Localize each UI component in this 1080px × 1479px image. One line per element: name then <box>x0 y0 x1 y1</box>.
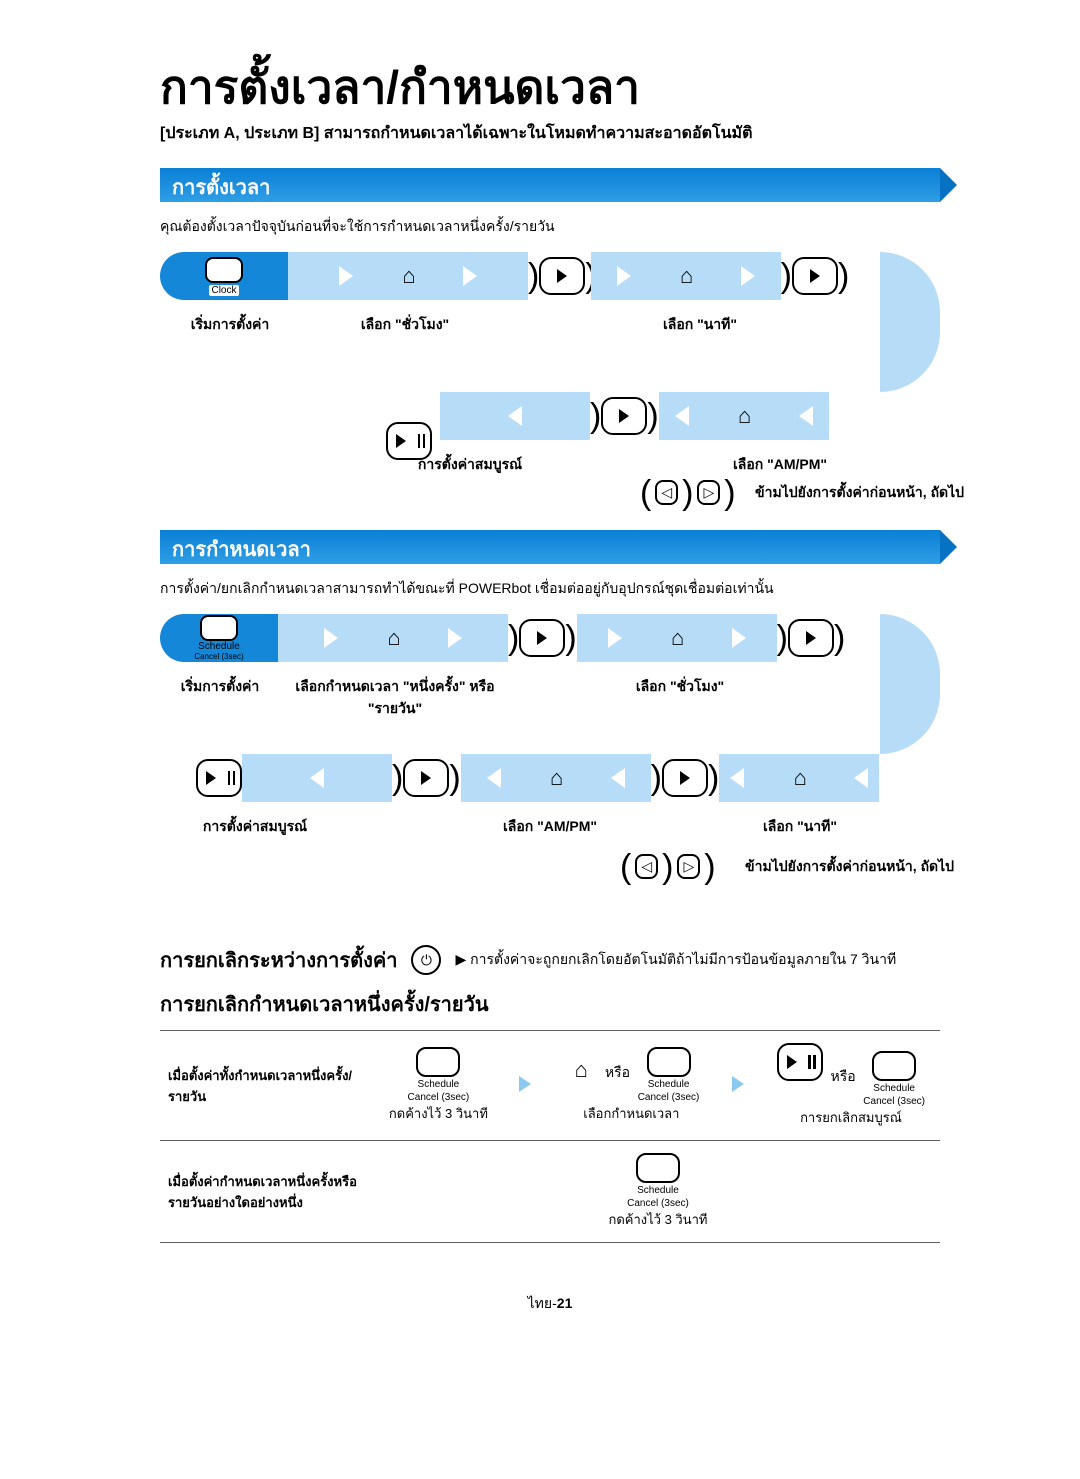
schedule-button[interactable]: Schedule Cancel (3sec) <box>863 1051 925 1107</box>
schedule-button[interactable]: Schedule Cancel (3sec) <box>627 1153 689 1209</box>
clock-desc: คุณต้องตั้งเวลาปัจจุบันก่อนที่จะใช้การกำ… <box>160 216 940 238</box>
updown-icon: ⌂ <box>391 265 425 287</box>
schedule-button[interactable]: Schedule Cancel (3sec) <box>408 1047 470 1103</box>
cancel-desc-text: การตั้งค่าจะถูกยกเลิกโดยอัตโนมัติถ้าไม่ม… <box>470 951 896 967</box>
cancel-title: การยกเลิกระหว่างการตั้งค่า <box>160 944 397 976</box>
arrow-icon <box>799 406 813 426</box>
clock-step-ampm: เลือก "AM/PM" <box>680 454 880 476</box>
section-label-clock: การตั้งเวลา <box>172 171 270 203</box>
page-title: การตั้งเวลา/กำหนดเวลา <box>160 60 940 115</box>
play-button[interactable] <box>539 257 585 295</box>
cancel-desc-prefix: ▶ <box>455 951 466 967</box>
play-button[interactable] <box>601 397 647 435</box>
page: การตั้งเวลา/กำหนดเวลา [ประเภท A, ประเภท … <box>100 0 980 1355</box>
section-label-schedule: การกำหนดเวลา <box>172 533 311 565</box>
cancel-desc: ▶ การตั้งค่าจะถูกยกเลิกโดยอัตโนมัติถ้าไม… <box>455 949 940 971</box>
updown-icon: ⌂ <box>563 1059 597 1081</box>
schedule-desc: การตั้งค่า/ยกเลิกกำหนดเวลาสามารถทำได้ขณะ… <box>160 578 940 600</box>
schedule-step-start: เริ่มการตั้งค่า <box>160 676 280 720</box>
updown-icon: ⌂ <box>660 627 694 649</box>
schedule-button[interactable]: Schedule Cancel (3sec) <box>638 1047 700 1103</box>
cancel-row1-c1-text: กดค้างไว้ 3 วินาที <box>389 1106 488 1121</box>
cancel-bar: การยกเลิกระหว่างการตั้งค่า ⏻ ▶ การตั้งค่… <box>160 944 940 976</box>
schedule-step-mode: เลือกกำหนดเวลา "หนึ่งครั้ง" หรือ "รายวัน… <box>280 676 510 720</box>
updown-icon: ⌂ <box>727 405 761 427</box>
schedule-step-hour: เลือก "ชั่วโมง" <box>580 676 780 720</box>
play-pause-button[interactable] <box>777 1043 823 1081</box>
section-bar-schedule: การกำหนดเวลา <box>160 530 940 564</box>
clock-step-minute: เลือก "นาที" <box>600 314 800 336</box>
cancel-row2-c1: Schedule Cancel (3sec) กดค้างไว้ 3 วินาท… <box>376 1141 940 1243</box>
prev-next-icon: (◁ )▷) <box>640 480 736 505</box>
arrow-icon <box>675 406 689 426</box>
table-row: เมื่อตั้งค่ากำหนดเวลาหนึ่งครั้งหรือรายวั… <box>160 1141 940 1243</box>
table-row: เมื่อตั้งค่าทั้งกำหนดเวลาหนึ่งครั้ง/รายว… <box>160 1031 940 1141</box>
clock-start-button[interactable]: Clock <box>160 252 288 300</box>
cancel-row2-c1-text: กดค้างไว้ 3 วินาที <box>608 1212 707 1227</box>
page-footer: ไทย-21 <box>160 1293 940 1315</box>
updown-icon: ⌂ <box>539 767 573 789</box>
cancel-row1-c1: Schedule Cancel (3sec) กดค้างไว้ 3 วินาท… <box>376 1031 501 1141</box>
updown-icon: ⌂ <box>782 767 816 789</box>
arrow-icon <box>608 628 622 648</box>
cancel-row1-c2: ⌂ หรือ Schedule Cancel (3sec) เลือกกำหนด… <box>549 1031 714 1141</box>
section-bar-clock: การตั้งเวลา <box>160 168 940 202</box>
schedule-icon-label: Schedule <box>198 641 240 652</box>
cancel-row1-c3-text: การยกเลิกสมบูรณ์ <box>800 1110 902 1125</box>
arrow-icon <box>611 768 625 788</box>
cancel-row1-head: เมื่อตั้งค่าทั้งกำหนดเวลาหนึ่งครั้ง/รายว… <box>160 1031 376 1141</box>
cancel-subtitle: การยกเลิกกำหนดเวลาหนึ่งครั้ง/รายวัน <box>160 988 940 1020</box>
schedule-icon-sub: Cancel (3sec) <box>194 652 243 661</box>
arrow-icon <box>741 266 755 286</box>
clock-step-start: เริ่มการตั้งค่า <box>160 314 300 336</box>
play-button[interactable] <box>788 619 834 657</box>
cancel-row1-c3: หรือ Schedule Cancel (3sec) การยกเลิกสมบ… <box>762 1031 940 1141</box>
footer-prefix: ไทย- <box>528 1295 557 1311</box>
prev-next-icon: (◁ )▷) <box>620 854 716 879</box>
arrow-icon <box>730 768 744 788</box>
schedule-step-ampm: เลือก "AM/PM" <box>450 816 650 838</box>
play-button[interactable] <box>662 759 708 797</box>
arrow-icon <box>519 1076 531 1092</box>
play-button[interactable] <box>792 257 838 295</box>
or-label: หรือ <box>605 1064 630 1080</box>
arrow-icon <box>487 768 501 788</box>
clock-icon-label: Clock <box>209 285 238 296</box>
cancel-row1-c2-text: เลือกกำหนดเวลา <box>583 1106 679 1121</box>
arrow-icon <box>617 266 631 286</box>
arrow-icon <box>448 628 462 648</box>
arrow-icon <box>854 768 868 788</box>
schedule-start-button[interactable]: Schedule Cancel (3sec) <box>160 614 278 662</box>
arrow-icon <box>508 406 522 426</box>
arrow-icon <box>732 628 746 648</box>
clock-flow: Clock ⌂ )) ⌂ )) เริ่มการตั้งค่า เลือก "ช… <box>160 252 940 502</box>
arrow-icon <box>324 628 338 648</box>
or-label: หรือ <box>831 1068 856 1084</box>
schedule-skip-note: ข้ามไปยังการตั้งค่าก่อนหน้า, ถัดไป <box>730 856 970 878</box>
schedule-step-done: การตั้งค่าสมบูรณ์ <box>160 816 350 838</box>
arrow-icon <box>732 1076 744 1092</box>
footer-number: 21 <box>557 1295 573 1311</box>
updown-icon: ⌂ <box>376 627 410 649</box>
play-button[interactable] <box>519 619 565 657</box>
cancel-row2-head: เมื่อตั้งค่ากำหนดเวลาหนึ่งครั้งหรือรายวั… <box>160 1141 376 1243</box>
cancel-table: เมื่อตั้งค่าทั้งกำหนดเวลาหนึ่งครั้ง/รายว… <box>160 1030 940 1243</box>
schedule-step-minute: เลือก "นาที" <box>710 816 890 838</box>
play-pause-button[interactable] <box>196 759 242 797</box>
play-button[interactable] <box>403 759 449 797</box>
updown-icon: ⌂ <box>669 265 703 287</box>
clock-skip-note: ข้ามไปยังการตั้งค่าก่อนหน้า, ถัดไป <box>750 482 970 504</box>
clock-step-hour: เลือก "ชั่วโมง" <box>300 314 510 336</box>
arrow-icon <box>339 266 353 286</box>
clock-step-done: การตั้งค่าสมบูรณ์ <box>380 454 560 476</box>
schedule-flow: Schedule Cancel (3sec) ⌂ )) ⌂ )) เริ่มกา… <box>160 614 940 914</box>
arrow-icon <box>310 768 324 788</box>
power-icon: ⏻ <box>411 945 441 975</box>
arrow-icon <box>463 266 477 286</box>
page-subtitle: [ประเภท A, ประเภท B] สามารถกำหนดเวลาได้เ… <box>160 121 940 146</box>
